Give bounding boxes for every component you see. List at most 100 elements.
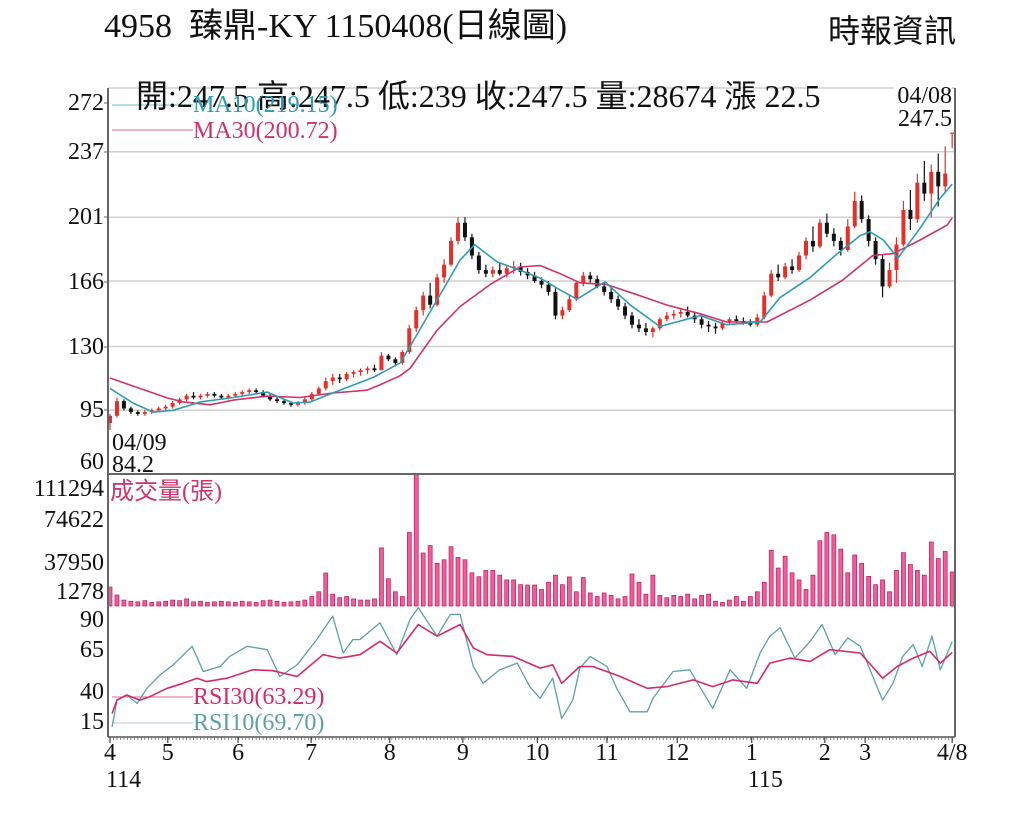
price-axis-tick: 237 xyxy=(68,139,104,165)
candle-body xyxy=(671,313,676,316)
volume-bar xyxy=(608,594,614,607)
price-axis-tick: 60 xyxy=(80,449,104,475)
volume-bar xyxy=(942,551,948,607)
volume-bar xyxy=(539,589,544,607)
quote-change: 漲 22.5 xyxy=(724,78,821,114)
candle-body xyxy=(831,233,836,241)
candle-body xyxy=(323,381,328,389)
volume-bar xyxy=(560,584,565,607)
volume-bar xyxy=(741,600,746,607)
candle-body xyxy=(497,270,502,274)
candle-body xyxy=(261,392,266,396)
candle-body xyxy=(581,275,586,283)
candle-body xyxy=(518,266,523,272)
stock-name: 臻鼎-KY xyxy=(189,8,317,45)
x-axis-month-label: 8 xyxy=(383,740,396,766)
candle-body xyxy=(212,393,217,396)
candle-body xyxy=(400,352,405,363)
candle-body xyxy=(936,171,941,187)
volume-bar xyxy=(650,574,656,607)
candle-body xyxy=(616,299,621,307)
volume-bar xyxy=(573,591,579,607)
candle-body xyxy=(449,240,454,265)
candle-body xyxy=(748,322,753,325)
candle-body xyxy=(316,388,321,394)
x-axis-month-label: 4/8 xyxy=(936,740,968,766)
volume-bar xyxy=(901,552,906,607)
chart-title: 4958 臻鼎-KY 1150408(日線圖) xyxy=(104,10,567,44)
candle-body xyxy=(275,399,280,402)
candle-body xyxy=(442,264,447,278)
volume-bar xyxy=(246,601,252,607)
volume-bar xyxy=(532,584,537,607)
candle-body xyxy=(483,270,488,274)
volume-axis-tick: 37950 xyxy=(44,550,104,576)
volume-bar xyxy=(386,578,391,607)
volume-bar xyxy=(782,555,788,607)
volume-bar xyxy=(567,576,572,607)
candle-body xyxy=(456,222,460,241)
volume-bar xyxy=(935,558,941,607)
volume-bar xyxy=(887,591,892,607)
candle-body xyxy=(435,277,440,305)
volume-bar xyxy=(678,596,684,607)
volume-bar xyxy=(921,574,927,607)
candle-body xyxy=(142,412,147,414)
volume-bar xyxy=(713,600,718,607)
volume-bar xyxy=(518,584,523,607)
candle-body xyxy=(114,401,119,416)
candle-body xyxy=(282,401,286,403)
candle-body xyxy=(184,395,189,400)
volume-bar xyxy=(358,599,363,607)
candle-body xyxy=(567,299,572,311)
volume-bar xyxy=(309,596,315,607)
high-annotation-date: 04/08 xyxy=(894,84,952,108)
volume-bar xyxy=(225,601,231,607)
candle-body xyxy=(790,266,795,271)
quote-volume: 量:28674 xyxy=(595,78,717,114)
quote-high: 高:247.5 xyxy=(256,78,370,114)
rsi30-legend: RSI30(63.29) xyxy=(193,684,325,710)
volume-bar xyxy=(274,600,280,607)
candle-body xyxy=(810,240,815,247)
candle-body xyxy=(824,222,829,234)
candle-body xyxy=(950,132,955,134)
candle-body xyxy=(247,390,252,393)
volume-bar xyxy=(177,600,182,607)
volume-bar xyxy=(734,596,739,607)
candle-body xyxy=(428,295,433,305)
candle-body xyxy=(574,282,579,300)
candle-body xyxy=(546,284,551,292)
rsi-axis-tick: 90 xyxy=(80,607,104,633)
candle-body xyxy=(678,311,683,314)
volume-axis-tick: 1278 xyxy=(56,579,104,605)
volume-bar xyxy=(260,600,266,607)
rsi10-line xyxy=(111,607,953,728)
volume-bar xyxy=(288,601,294,607)
candle-body xyxy=(804,240,808,256)
ma30-line xyxy=(109,217,953,406)
candle-body xyxy=(852,200,857,227)
volume-bar xyxy=(789,572,795,607)
volume-bar xyxy=(281,602,287,607)
volume-bar xyxy=(156,601,162,607)
volume-bar xyxy=(427,545,433,607)
rsi10-legend: RSI10(69.70) xyxy=(193,710,325,736)
quote-summary: 開:247.5 高:247.5 低:239 收:247.5 量:28674 漲 22.5 xyxy=(104,48,829,144)
volume-bar xyxy=(337,597,343,607)
x-axis-month-label: 4 xyxy=(104,740,116,766)
volume-bar xyxy=(720,602,725,607)
candle-body xyxy=(602,286,607,292)
candle-body xyxy=(421,295,426,311)
candle-body xyxy=(685,311,690,316)
volume-bar xyxy=(873,584,878,607)
candle-body xyxy=(838,240,843,251)
candle-body xyxy=(908,209,913,220)
candle-body xyxy=(358,370,363,373)
price-axis-tick: 130 xyxy=(68,334,104,360)
volume-bar xyxy=(365,599,370,607)
ma10-line xyxy=(109,183,953,413)
candle-body xyxy=(504,268,509,274)
candle-body xyxy=(233,393,238,396)
volume-bar xyxy=(295,600,301,607)
